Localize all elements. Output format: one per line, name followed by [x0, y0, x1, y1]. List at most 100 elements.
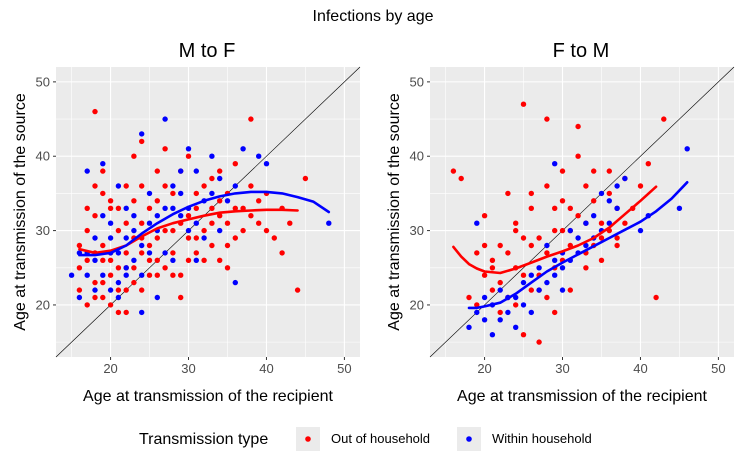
point-out-of-household — [217, 257, 223, 263]
point-out-of-household — [552, 205, 558, 211]
point-out-of-household — [528, 242, 534, 249]
point-out-of-household — [497, 309, 503, 316]
point-out-of-household — [217, 213, 223, 219]
identity-line — [429, 66, 735, 358]
point-within-household — [209, 190, 215, 197]
point-within-household — [131, 257, 137, 263]
point-out-of-household — [591, 198, 597, 204]
point-out-of-household — [224, 220, 231, 226]
point-out-of-household — [552, 227, 558, 234]
point-out-of-household — [154, 198, 160, 204]
point-out-of-household — [100, 294, 106, 301]
point-out-of-household — [185, 235, 192, 241]
point-within-household — [637, 227, 644, 234]
point-out-of-household — [131, 265, 137, 271]
point-within-household — [256, 153, 262, 159]
point-within-household — [598, 190, 605, 197]
point-out-of-household — [653, 294, 659, 301]
point-within-household — [193, 257, 199, 263]
point-out-of-household — [232, 205, 238, 211]
point-out-of-household — [481, 272, 488, 278]
point-within-household — [474, 309, 480, 316]
point-out-of-household — [107, 205, 114, 211]
point-out-of-household — [248, 213, 254, 219]
point-out-of-household — [248, 116, 254, 122]
point-out-of-household — [107, 198, 114, 204]
point-within-household — [489, 332, 496, 338]
y-tick-label: 30 — [36, 223, 50, 238]
point-out-of-household — [115, 265, 122, 271]
point-within-household — [497, 317, 503, 323]
point-within-household — [131, 213, 137, 219]
point-within-household — [84, 168, 90, 174]
point-within-household — [146, 220, 153, 226]
point-within-household — [528, 309, 534, 316]
point-out-of-household — [256, 198, 262, 204]
x-tick-label: 30 — [555, 361, 569, 376]
point-within-household — [154, 213, 160, 219]
smooth-lines-m-to-f — [78, 190, 331, 257]
point-within-household — [68, 272, 75, 278]
point-out-of-household — [544, 183, 550, 189]
point-out-of-household — [474, 302, 480, 308]
ticks-m-to-f: 20 30 40 50 20 30 40 50 — [36, 74, 352, 376]
y-axis-label-f-to-m: Age at transmission of the source — [386, 93, 403, 331]
smooth-line-within-household — [467, 181, 689, 310]
point-within-household — [115, 183, 122, 189]
point-out-of-household — [209, 220, 215, 226]
y-tick-label: 50 — [36, 74, 50, 89]
point-out-of-household — [100, 168, 106, 174]
point-out-of-household — [559, 227, 566, 234]
point-out-of-household — [100, 257, 106, 263]
point-out-of-household — [232, 235, 238, 241]
point-out-of-household — [598, 257, 605, 263]
y-axis-label-m-to-f: Age at transmission of the source — [12, 93, 29, 331]
point-out-of-household — [115, 205, 122, 211]
point-within-household — [131, 227, 137, 234]
point-out-of-household — [146, 272, 153, 278]
point-within-household — [170, 257, 176, 263]
point-within-household — [84, 272, 90, 278]
panel-m-to-f: M to F 20 30 40 50 20 30 40 50 Age at transmiss… — [12, 40, 361, 405]
point-out-of-household — [115, 309, 122, 316]
point-within-household — [154, 294, 160, 301]
point-out-of-household — [209, 205, 215, 211]
point-within-household — [544, 279, 550, 286]
point-within-household — [100, 272, 106, 278]
point-within-household — [193, 168, 199, 174]
point-out-of-household — [131, 279, 137, 286]
point-out-of-household — [162, 146, 168, 152]
point-within-household — [76, 294, 83, 301]
point-out-of-household — [661, 116, 667, 122]
point-out-of-household — [528, 287, 534, 293]
point-out-of-household — [123, 250, 129, 256]
point-out-of-household — [474, 250, 480, 256]
point-out-of-household — [185, 213, 192, 219]
point-out-of-household — [154, 272, 160, 278]
point-out-of-household — [84, 257, 90, 263]
point-out-of-household — [139, 250, 145, 256]
panel-title-m-to-f: M to F — [179, 40, 236, 62]
point-within-household — [520, 302, 527, 308]
point-out-of-household — [115, 227, 122, 234]
point-within-household — [193, 220, 199, 226]
point-within-household — [606, 220, 612, 226]
point-out-of-household — [489, 265, 496, 271]
x-axis-label-f-to-m: Age at transmission of the recipient — [457, 388, 707, 405]
point-within-household — [92, 257, 98, 263]
point-out-of-household — [248, 183, 254, 189]
point-within-household — [575, 235, 581, 241]
point-out-of-household — [178, 294, 184, 301]
point-out-of-household — [513, 227, 519, 234]
point-within-household — [622, 175, 628, 182]
identity-line-m-to-f — [55, 66, 361, 358]
point-out-of-household — [76, 265, 83, 271]
point-within-household — [528, 272, 534, 278]
point-out-of-household — [528, 205, 534, 211]
point-within-household — [520, 279, 527, 286]
point-within-household — [92, 235, 98, 241]
point-out-of-household — [614, 242, 620, 249]
point-within-household — [209, 153, 215, 159]
point-within-household — [559, 287, 566, 293]
